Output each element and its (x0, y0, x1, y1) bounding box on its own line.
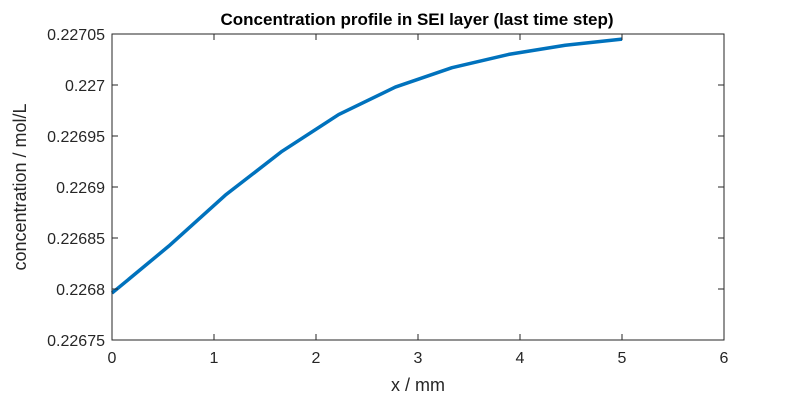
y-tick-label: 0.22695 (47, 129, 105, 146)
x-axis-ticks: 0 1 2 3 4 5 6 (108, 34, 729, 367)
concentration-series-line (110, 37, 623, 295)
y-tick-label: 0.22675 (47, 333, 105, 350)
y-tick-label: 0.2269 (56, 180, 105, 197)
x-tick-label: 3 (414, 350, 423, 367)
x-tick-label: 2 (312, 350, 321, 367)
y-axis-label: concentration / mol/L (10, 103, 30, 270)
x-axis-label: x / mm (391, 375, 445, 395)
x-tick-label: 1 (210, 350, 219, 367)
plot-area (112, 34, 724, 340)
y-axis-ticks: 0.22675 0.2268 0.22685 0.2269 0.22695 0.227 0.… (47, 27, 724, 350)
x-tick-label: 5 (618, 350, 627, 367)
y-tick-label: 0.2268 (56, 282, 105, 299)
y-tick-label: 0.227 (65, 78, 105, 95)
x-tick-label: 4 (516, 350, 525, 367)
y-tick-label: 0.22705 (47, 27, 105, 44)
x-tick-label: 0 (108, 350, 117, 367)
y-tick-label: 0.22685 (47, 231, 105, 248)
chart-title: Concentration profile in SEI layer (last… (221, 10, 614, 29)
x-tick-label: 6 (720, 350, 729, 367)
